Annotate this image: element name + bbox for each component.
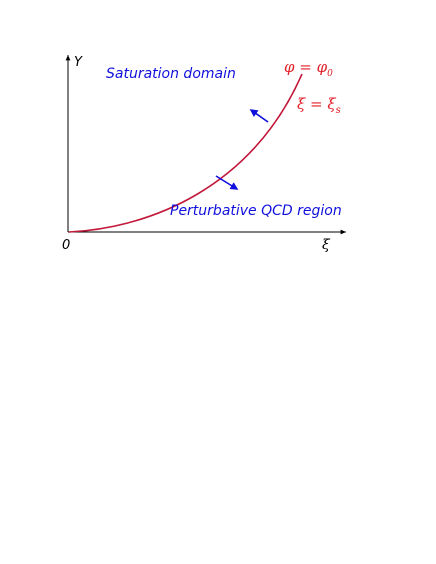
- phi-equals-phi0-main: φ = φ: [284, 58, 328, 76]
- phi-equals-phi0-label: φ = φ0: [284, 58, 333, 79]
- x-axis-label: ξ: [322, 237, 331, 253]
- saturation-direction-arrow: [249, 109, 269, 123]
- xi-equals-xis-main: ξ = ξ: [297, 95, 336, 113]
- perturbative-region-label: Perturbative QCD region: [170, 203, 342, 219]
- xi-equals-xis-label: ξ = ξs: [297, 95, 341, 116]
- phi0-subscript: 0: [327, 69, 333, 79]
- y-axis-label: Y: [74, 55, 83, 70]
- origin-label: 0: [62, 238, 70, 253]
- xis-subscript: s: [336, 105, 341, 116]
- saturation-boundary-curve: [68, 73, 303, 233]
- saturation-domain-label: Saturation domain: [106, 66, 236, 82]
- perturbative-direction-arrow: [215, 175, 239, 190]
